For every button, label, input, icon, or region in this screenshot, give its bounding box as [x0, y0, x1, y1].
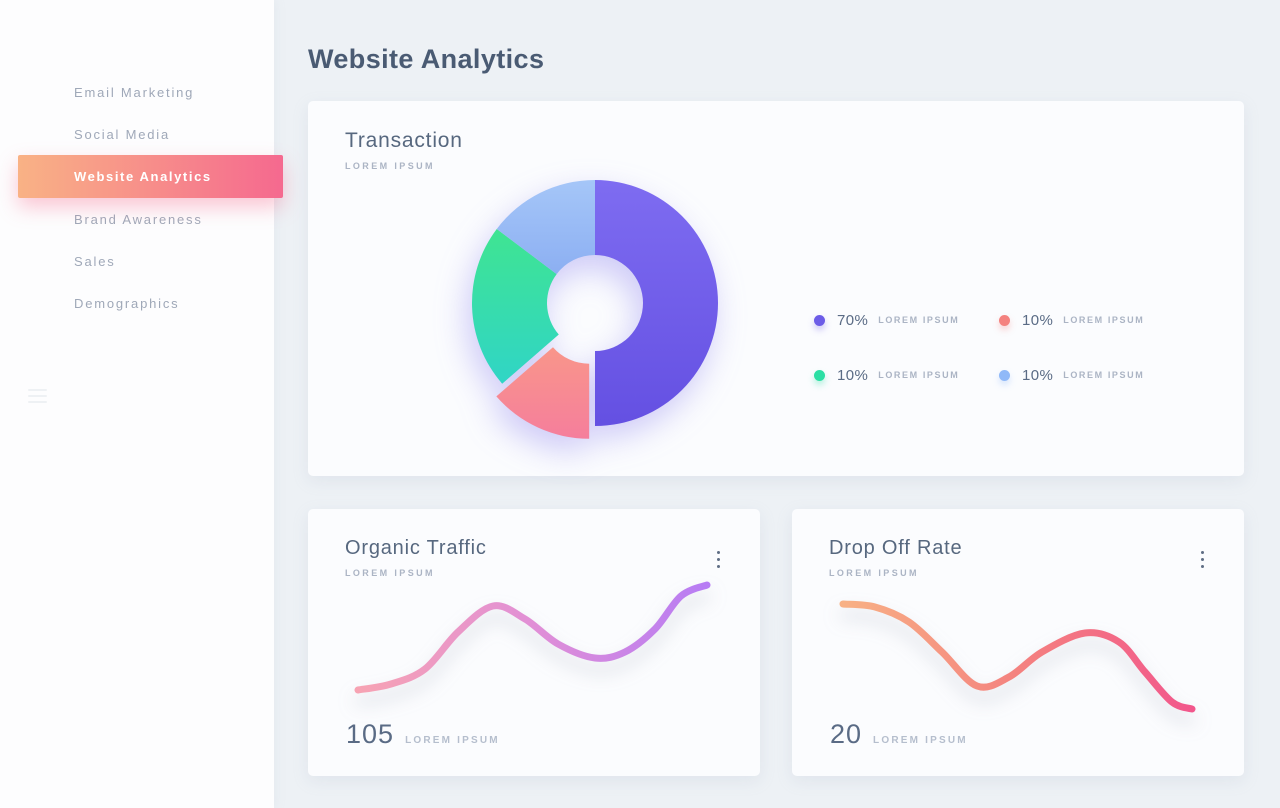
bottom-cards-row: Organic Traffic LOREM IPSUM 105 LOREM IP… [308, 509, 1244, 776]
transaction-card: Transaction LOREM IPSUM 70% LOREM IPSUM … [308, 101, 1244, 476]
stat-label: LOREM IPSUM [405, 735, 500, 746]
drop-off-rate-subtitle: LOREM IPSUM [829, 568, 919, 578]
drop-off-rate-header: Drop Off Rate LOREM IPSUM [829, 537, 962, 578]
sidebar-item-social-media[interactable]: Social Media [74, 126, 171, 142]
sidebar-item-demographics[interactable]: Demographics [74, 295, 180, 311]
main-content: Website Analytics Transaction LOREM IPSU… [274, 0, 1280, 808]
transaction-subtitle: LOREM IPSUM [345, 161, 435, 171]
organic-traffic-header: Organic Traffic LOREM IPSUM [345, 537, 487, 578]
legend-percent: 10% [1022, 311, 1054, 329]
kebab-menu-icon[interactable] [1196, 549, 1208, 570]
organic-traffic-title: Organic Traffic [345, 537, 487, 559]
page-title: Website Analytics [308, 44, 545, 74]
legend-label: LOREM IPSUM [878, 370, 960, 380]
legend-label: LOREM IPSUM [878, 315, 960, 325]
legend-dot-red-icon [999, 314, 1010, 326]
stat-value: 20 [830, 719, 863, 749]
legend-label: LOREM IPSUM [1063, 315, 1145, 325]
stat-label: LOREM IPSUM [873, 735, 968, 746]
drop-off-rate-title: Drop Off Rate [829, 537, 963, 559]
transaction-card-header: Transaction LOREM IPSUM [345, 129, 463, 171]
legend-percent: 10% [1022, 366, 1054, 384]
sidebar-item-brand-awareness[interactable]: Brand Awareness [74, 211, 203, 227]
organic-traffic-subtitle: LOREM IPSUM [345, 568, 435, 578]
donut-legend: 70% LOREM IPSUM 10% LOREM IPSUM 10% LORE… [814, 308, 1184, 387]
sidebar-item-sales[interactable]: Sales [74, 253, 116, 269]
transaction-title: Transaction [345, 129, 463, 152]
legend-label: LOREM IPSUM [1063, 370, 1145, 380]
legend-dot-teal-icon [814, 369, 825, 381]
legend-item-teal: 10% LOREM IPSUM [814, 363, 999, 387]
legend-percent: 10% [837, 366, 869, 384]
organic-traffic-line-chart [338, 569, 738, 729]
sidebar-item-website-analytics[interactable]: Website Analytics [18, 155, 283, 198]
drop-off-rate-stat: 20 LOREM IPSUM [830, 719, 968, 750]
sidebar-item-email-marketing[interactable]: Email Marketing [74, 84, 195, 100]
legend-item-purple: 70% LOREM IPSUM [814, 308, 999, 332]
sidebar: Email Marketing Social Media Website Ana… [0, 0, 283, 808]
organic-traffic-card: Organic Traffic LOREM IPSUM 105 LOREM IP… [308, 509, 760, 776]
legend-item-red: 10% LOREM IPSUM [999, 308, 1184, 332]
drop-off-rate-card: Drop Off Rate LOREM IPSUM 20 LOREM IPSUM [792, 509, 1244, 776]
stat-value: 105 [346, 719, 395, 749]
legend-dot-blue-icon [999, 369, 1010, 381]
sidebar-nav: Email Marketing Social Media Website Ana… [0, 0, 283, 324]
kebab-menu-icon[interactable] [712, 549, 724, 570]
hamburger-menu-icon[interactable] [28, 389, 47, 407]
organic-traffic-stat: 105 LOREM IPSUM [346, 719, 500, 750]
legend-item-blue: 10% LOREM IPSUM [999, 363, 1184, 387]
legend-dot-purple-icon [814, 314, 825, 326]
legend-percent: 70% [837, 311, 869, 329]
drop-off-rate-line-chart [822, 569, 1222, 729]
transaction-donut-chart [435, 143, 755, 463]
